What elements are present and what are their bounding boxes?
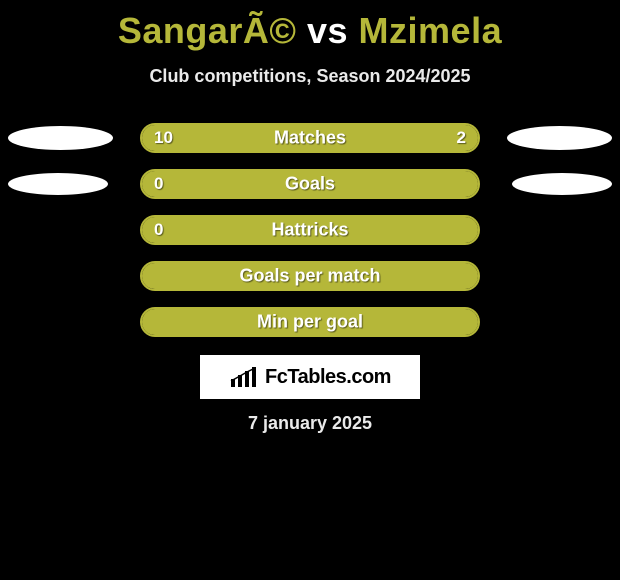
- stat-value-left: 10: [154, 128, 173, 148]
- stat-bar: Goals per match: [140, 261, 480, 291]
- stat-row: Goals per match: [0, 261, 620, 291]
- stat-bar: 0Goals: [140, 169, 480, 199]
- stat-row: 102Matches: [0, 123, 620, 153]
- bar-fill-left: [142, 125, 422, 151]
- footer-logo-wrap: FcTables.com: [0, 355, 620, 399]
- bar-fill-left: [142, 217, 478, 243]
- chart-icon: [229, 365, 259, 389]
- player-ellipse-right: [507, 126, 612, 150]
- player-ellipse-left: [8, 126, 113, 150]
- comparison-title: SangarÃ© vs Mzimela: [0, 0, 620, 52]
- stat-row: 0Hattricks: [0, 215, 620, 245]
- stat-row: Min per goal: [0, 307, 620, 337]
- stat-value-right: 2: [457, 128, 466, 148]
- stat-bar: 102Matches: [140, 123, 480, 153]
- bar-fill-right: [422, 125, 478, 151]
- stat-value-left: 0: [154, 220, 163, 240]
- player1-name: SangarÃ©: [118, 10, 297, 51]
- fctables-logo[interactable]: FcTables.com: [200, 355, 420, 399]
- stat-value-left: 0: [154, 174, 163, 194]
- bar-fill-left: [142, 263, 478, 289]
- competition-subtitle: Club competitions, Season 2024/2025: [0, 66, 620, 87]
- footer-date: 7 january 2025: [0, 413, 620, 434]
- bar-fill-left: [142, 309, 478, 335]
- vs-text: vs: [307, 10, 348, 51]
- stat-bar: Min per goal: [140, 307, 480, 337]
- player2-name: Mzimela: [359, 10, 503, 51]
- stats-rows: 102Matches0Goals0HattricksGoals per matc…: [0, 123, 620, 337]
- stat-row: 0Goals: [0, 169, 620, 199]
- fctables-logo-text: FcTables.com: [265, 366, 391, 389]
- player-ellipse-right: [512, 173, 612, 195]
- player-ellipse-left: [8, 173, 108, 195]
- stat-bar: 0Hattricks: [140, 215, 480, 245]
- bar-fill-left: [142, 171, 478, 197]
